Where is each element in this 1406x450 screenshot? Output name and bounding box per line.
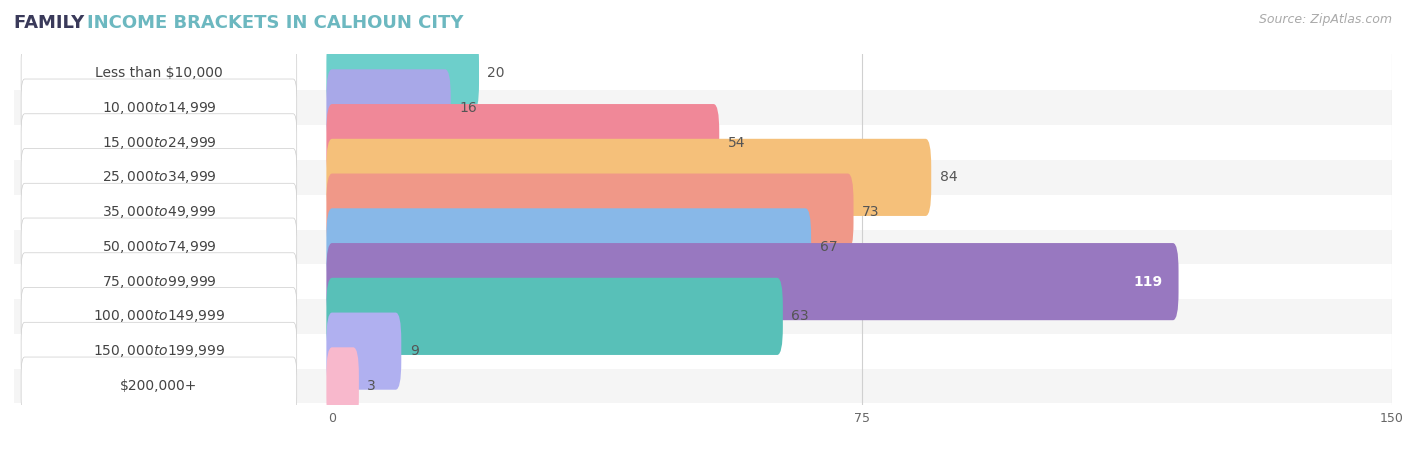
FancyBboxPatch shape: [21, 253, 297, 310]
Text: Less than $10,000: Less than $10,000: [96, 66, 222, 80]
Text: INCOME BRACKETS IN CALHOUN CITY: INCOME BRACKETS IN CALHOUN CITY: [87, 14, 464, 32]
FancyBboxPatch shape: [21, 357, 297, 415]
Text: $75,000 to $99,999: $75,000 to $99,999: [101, 274, 217, 290]
Text: $200,000+: $200,000+: [121, 379, 198, 393]
FancyBboxPatch shape: [14, 369, 1392, 403]
FancyBboxPatch shape: [326, 139, 931, 216]
FancyBboxPatch shape: [21, 288, 297, 345]
Text: 20: 20: [488, 66, 505, 80]
FancyBboxPatch shape: [326, 174, 853, 251]
Text: Source: ZipAtlas.com: Source: ZipAtlas.com: [1258, 14, 1392, 27]
FancyBboxPatch shape: [14, 264, 1392, 299]
FancyBboxPatch shape: [326, 69, 451, 146]
FancyBboxPatch shape: [326, 208, 811, 285]
Text: 119: 119: [1133, 274, 1163, 288]
FancyBboxPatch shape: [326, 104, 720, 181]
Text: $100,000 to $149,999: $100,000 to $149,999: [93, 308, 225, 324]
FancyBboxPatch shape: [21, 114, 297, 171]
Text: 9: 9: [409, 344, 419, 358]
Text: $25,000 to $34,999: $25,000 to $34,999: [101, 169, 217, 185]
FancyBboxPatch shape: [21, 44, 297, 102]
Text: $10,000 to $14,999: $10,000 to $14,999: [101, 100, 217, 116]
Text: FAMILY: FAMILY: [14, 14, 90, 32]
Text: $35,000 to $49,999: $35,000 to $49,999: [101, 204, 217, 220]
Text: 3: 3: [367, 379, 377, 393]
FancyBboxPatch shape: [14, 90, 1392, 125]
Text: 63: 63: [792, 310, 808, 324]
FancyBboxPatch shape: [14, 195, 1392, 230]
Text: 67: 67: [820, 240, 837, 254]
Text: $50,000 to $74,999: $50,000 to $74,999: [101, 239, 217, 255]
FancyBboxPatch shape: [21, 79, 297, 137]
FancyBboxPatch shape: [326, 347, 359, 424]
FancyBboxPatch shape: [326, 243, 1178, 320]
FancyBboxPatch shape: [14, 56, 1392, 90]
FancyBboxPatch shape: [14, 334, 1392, 369]
Text: 84: 84: [939, 171, 957, 184]
FancyBboxPatch shape: [21, 183, 297, 241]
Text: $150,000 to $199,999: $150,000 to $199,999: [93, 343, 225, 359]
FancyBboxPatch shape: [21, 148, 297, 206]
FancyBboxPatch shape: [14, 230, 1392, 264]
Text: 73: 73: [862, 205, 880, 219]
FancyBboxPatch shape: [21, 218, 297, 276]
Text: 16: 16: [460, 101, 477, 115]
FancyBboxPatch shape: [326, 313, 401, 390]
FancyBboxPatch shape: [14, 160, 1392, 195]
FancyBboxPatch shape: [14, 125, 1392, 160]
FancyBboxPatch shape: [326, 35, 479, 112]
FancyBboxPatch shape: [21, 322, 297, 380]
FancyBboxPatch shape: [326, 278, 783, 355]
Text: 54: 54: [728, 135, 745, 149]
Text: $15,000 to $24,999: $15,000 to $24,999: [101, 135, 217, 151]
FancyBboxPatch shape: [14, 299, 1392, 334]
